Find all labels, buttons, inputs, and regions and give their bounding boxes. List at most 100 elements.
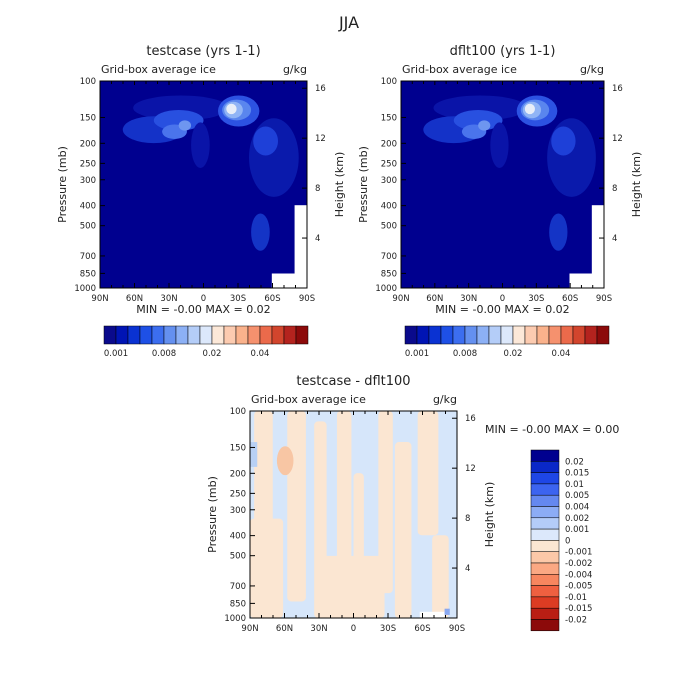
variable-label: Grid-box average ice — [101, 63, 216, 76]
stats-label: MIN = -0.00 MAX = 0.00 — [485, 423, 619, 436]
negative-difference — [250, 442, 258, 467]
colorbar-swatch — [440, 325, 454, 345]
colorbar-swatch — [548, 325, 562, 345]
sh-lower-ice — [549, 213, 568, 251]
colorbar-swatch — [115, 325, 129, 345]
y2-tick-label: 4 — [612, 234, 617, 244]
contour-field — [401, 81, 604, 288]
y-tick-label: 1000 — [224, 614, 246, 624]
x-tick-label: 0 — [500, 294, 505, 304]
y-tick-label: 700 — [381, 252, 397, 262]
colorbar-swatch — [223, 325, 237, 345]
x-tick-label: 60S — [264, 294, 280, 304]
y-tick-label: 100 — [80, 77, 96, 87]
colorbar-label: -0.02 — [565, 616, 587, 626]
colorbar-swatch — [476, 325, 490, 345]
colorbar-label: 0.02 — [203, 349, 222, 359]
axes: 100 150 200 250 300 400 500 700 850 1000 16 12 8 4 90N… — [56, 44, 346, 304]
x-tick-label: 30S — [230, 294, 246, 304]
tropical-ice-tail — [191, 122, 210, 168]
y-tick-label: 250 — [381, 159, 397, 169]
colorbar-label: 0.04 — [552, 349, 571, 359]
y-tick-label: 250 — [80, 159, 96, 169]
x-tick-label: 90S — [596, 294, 612, 304]
y-tick-label: 500 — [80, 222, 96, 232]
sh-lower-ice — [251, 213, 270, 251]
colorbar-swatch — [187, 325, 201, 345]
x-tick-label: 90S — [299, 294, 315, 304]
nh-ice-outer — [433, 95, 527, 121]
positive-difference — [287, 411, 306, 602]
y-axis-label: Pressure (mb) — [357, 146, 370, 223]
x-tick-label: 30N — [310, 624, 327, 634]
colorbar-label: -0.015 — [565, 604, 592, 614]
y-tick-label: 150 — [381, 113, 397, 123]
colorbar-swatch — [103, 325, 117, 345]
colorbar-swatch — [530, 528, 560, 541]
stats-label: MIN = -0.00 MAX = 0.02 — [435, 303, 569, 316]
y-tick-label: 150 — [80, 113, 96, 123]
colorbar-label: -0.01 — [565, 593, 587, 603]
y2-tick-label: 16 — [465, 414, 476, 424]
colorbar-swatch — [259, 325, 273, 345]
positive-difference — [378, 411, 393, 594]
y-tick-label: 150 — [230, 443, 246, 453]
colorbar-label: 0.015 — [565, 469, 589, 479]
y2-tick-label: 12 — [612, 134, 623, 144]
colorbar-label: 0.001 — [565, 525, 589, 535]
colorbar-swatch — [530, 596, 560, 609]
colorbar-swatch — [139, 325, 153, 345]
colorbar-swatch — [295, 325, 309, 345]
y-tick-label: 500 — [230, 552, 246, 562]
missing-data — [591, 205, 604, 288]
colorbar-swatch — [500, 325, 514, 345]
y-tick-label: 850 — [80, 269, 96, 279]
colorbar-swatch — [416, 325, 430, 345]
x-tick-label: 0 — [351, 624, 356, 634]
y-tick-label: 100 — [230, 407, 246, 417]
y-tick-label: 1000 — [74, 284, 96, 294]
colorbar-swatch — [530, 506, 560, 519]
y-tick-label: 200 — [80, 139, 96, 149]
colorbar-swatch — [211, 325, 225, 345]
tropical-ice-tail — [490, 122, 509, 168]
colorbar-swatch — [530, 607, 560, 620]
colorbar-label: 0.02 — [504, 349, 523, 359]
contour-layers — [423, 95, 604, 288]
colorbar-label: 0.005 — [565, 491, 589, 501]
y2-tick-label: 8 — [465, 514, 470, 524]
colorbar-swatch — [530, 483, 560, 496]
y2-tick-label: 8 — [315, 184, 320, 194]
x-tick-label: 90N — [241, 624, 258, 634]
colorbar-swatch — [199, 325, 213, 345]
colorbar-swatch — [283, 325, 297, 345]
x-tick-label: 60N — [276, 624, 293, 634]
y2-axis-label: Height (km) — [333, 152, 346, 218]
colorbar-label: 0.008 — [453, 349, 477, 359]
sh-ice-level2 — [551, 126, 576, 156]
colorbar-label: 0.002 — [565, 514, 589, 524]
colorbar-swatch — [530, 574, 560, 586]
colorbar-swatch — [530, 585, 560, 598]
nh-ice-level4 — [178, 120, 192, 131]
nh-ice-level4 — [478, 120, 491, 131]
colorbar-label: 0.004 — [565, 503, 589, 513]
y2-tick-label: 4 — [465, 564, 470, 574]
contour-layers — [122, 95, 307, 288]
y-tick-label: 300 — [230, 506, 246, 516]
panel-title: dflt100 (yrs 1-1) — [450, 44, 556, 59]
x-tick-label: 90S — [449, 624, 465, 634]
x-tick-label: 60S — [562, 294, 578, 304]
colorbar-label: 0.008 — [152, 349, 176, 359]
colorbar-swatch — [524, 325, 538, 345]
x-tick-label: 30S — [380, 624, 396, 634]
colorbar-label: -0.004 — [565, 570, 592, 580]
y-tick-label: 200 — [381, 139, 397, 149]
colorbar-swatch — [512, 325, 526, 345]
colorbar-swatch — [247, 325, 261, 345]
y-tick-label: 300 — [80, 176, 96, 186]
colorbar-swatch — [271, 325, 285, 345]
missing-data — [419, 611, 445, 618]
y-tick-label: 400 — [381, 202, 397, 212]
x-tick-label: 90N — [392, 294, 409, 304]
